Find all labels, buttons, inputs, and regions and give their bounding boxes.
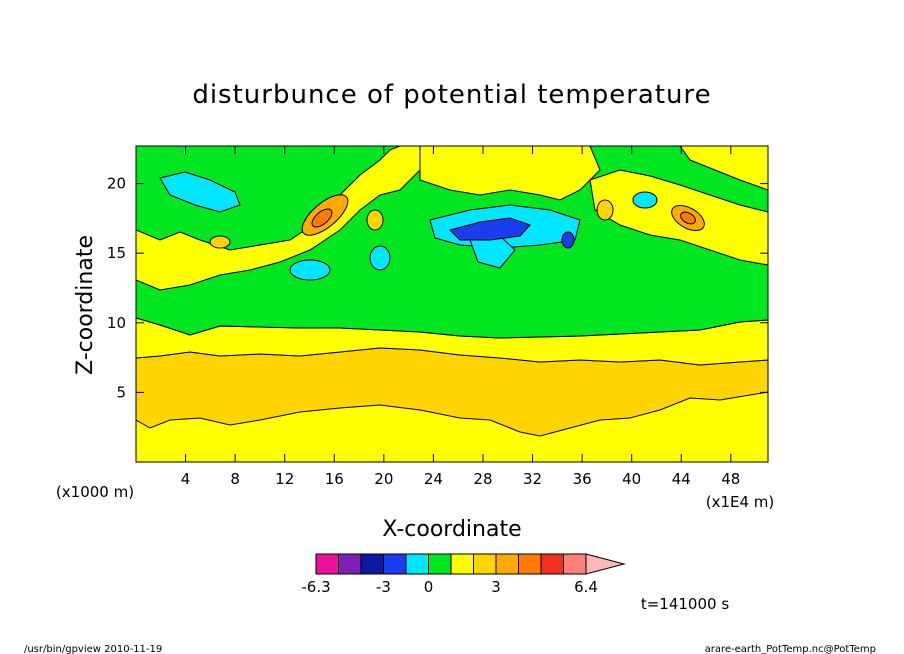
y-tick-label: 20 bbox=[107, 175, 126, 193]
x-tick-label: 20 bbox=[374, 470, 393, 488]
y-tick-label: 10 bbox=[107, 314, 126, 332]
x-tick-label: 36 bbox=[573, 470, 592, 488]
x-tick-label: 12 bbox=[275, 470, 294, 488]
colorbar-swatch bbox=[495, 553, 519, 575]
colorbar-arrow bbox=[585, 553, 626, 575]
colorbar-swatch bbox=[518, 553, 542, 575]
x-tick-label: 44 bbox=[672, 470, 691, 488]
chart-title: disturbunce of potential temperature bbox=[192, 80, 711, 110]
colorbar-tick-label: 6.4 bbox=[574, 578, 598, 596]
y-axis: 5 10 15 20 bbox=[107, 175, 768, 401]
contour-cyan-small-3 bbox=[369, 245, 391, 271]
colorbar-swatch bbox=[540, 553, 564, 575]
contour-orange-small-3 bbox=[596, 199, 614, 221]
contour-orange-small-2 bbox=[209, 235, 231, 249]
contour-blue-core bbox=[449, 217, 531, 241]
plot-frame bbox=[135, 145, 769, 463]
colorbar-swatch bbox=[383, 553, 407, 575]
colorbar-swatch bbox=[360, 553, 384, 575]
contour-blue-small bbox=[561, 231, 575, 249]
x-axis: 4 8 12 16 20 24 28 32 36 40 44 48 bbox=[181, 146, 740, 488]
contour-orange-left-core bbox=[311, 208, 333, 228]
footer-right: arare-earth_PotTemp.nc@PotTemp bbox=[705, 644, 876, 654]
footer-left: /usr/bin/gpview 2010-11-19 bbox=[24, 644, 162, 654]
colorbar-swatch bbox=[315, 553, 339, 575]
x-tick-label: 4 bbox=[181, 470, 191, 488]
x-unit-label: (x1E4 m) bbox=[706, 493, 775, 511]
y-tick-label: 5 bbox=[116, 383, 126, 401]
contour-yellow-top-right bbox=[679, 146, 768, 191]
colorbar-swatch bbox=[428, 553, 452, 575]
contour-cyan-top-left bbox=[159, 171, 241, 213]
y-unit-label: (x1000 m) bbox=[56, 483, 134, 501]
colorbar: -6.3 -3 0 3 6.4 bbox=[301, 553, 626, 596]
x-tick-label: 48 bbox=[721, 470, 740, 488]
x-tick-label: 28 bbox=[473, 470, 492, 488]
x-tick-label: 16 bbox=[325, 470, 344, 488]
colorbar-tick-label: 0 bbox=[424, 578, 434, 596]
contour-cyan-small-1 bbox=[289, 259, 331, 281]
x-axis-label: X-coordinate bbox=[382, 517, 521, 542]
contour-orange-right-core bbox=[680, 211, 696, 225]
time-label: t=141000 s bbox=[641, 595, 729, 613]
colorbar-tick-label: -3 bbox=[376, 578, 391, 596]
colorbar-tick-label: 3 bbox=[491, 578, 501, 596]
colorbar-tick-label: -6.3 bbox=[301, 578, 330, 596]
plot-area bbox=[136, 146, 768, 462]
contour-cyan-small-2 bbox=[632, 191, 658, 209]
colorbar-swatch bbox=[450, 553, 474, 575]
x-tick-label: 32 bbox=[523, 470, 542, 488]
contour-yellow-upper-left bbox=[136, 146, 421, 291]
x-tick-label: 24 bbox=[424, 470, 443, 488]
x-tick-label: 8 bbox=[230, 470, 240, 488]
colorbar-swatch bbox=[563, 553, 587, 575]
y-tick-label: 15 bbox=[107, 244, 126, 262]
colorbar-swatch bbox=[405, 553, 429, 575]
x-tick-label: 40 bbox=[622, 470, 641, 488]
contour-orange-small-1 bbox=[366, 209, 384, 231]
contour-yellow-top-center bbox=[419, 146, 601, 201]
colorbar-swatch bbox=[473, 553, 497, 575]
colorbar-swatch bbox=[338, 553, 362, 575]
y-axis-label: Z-coordinate bbox=[73, 235, 98, 375]
